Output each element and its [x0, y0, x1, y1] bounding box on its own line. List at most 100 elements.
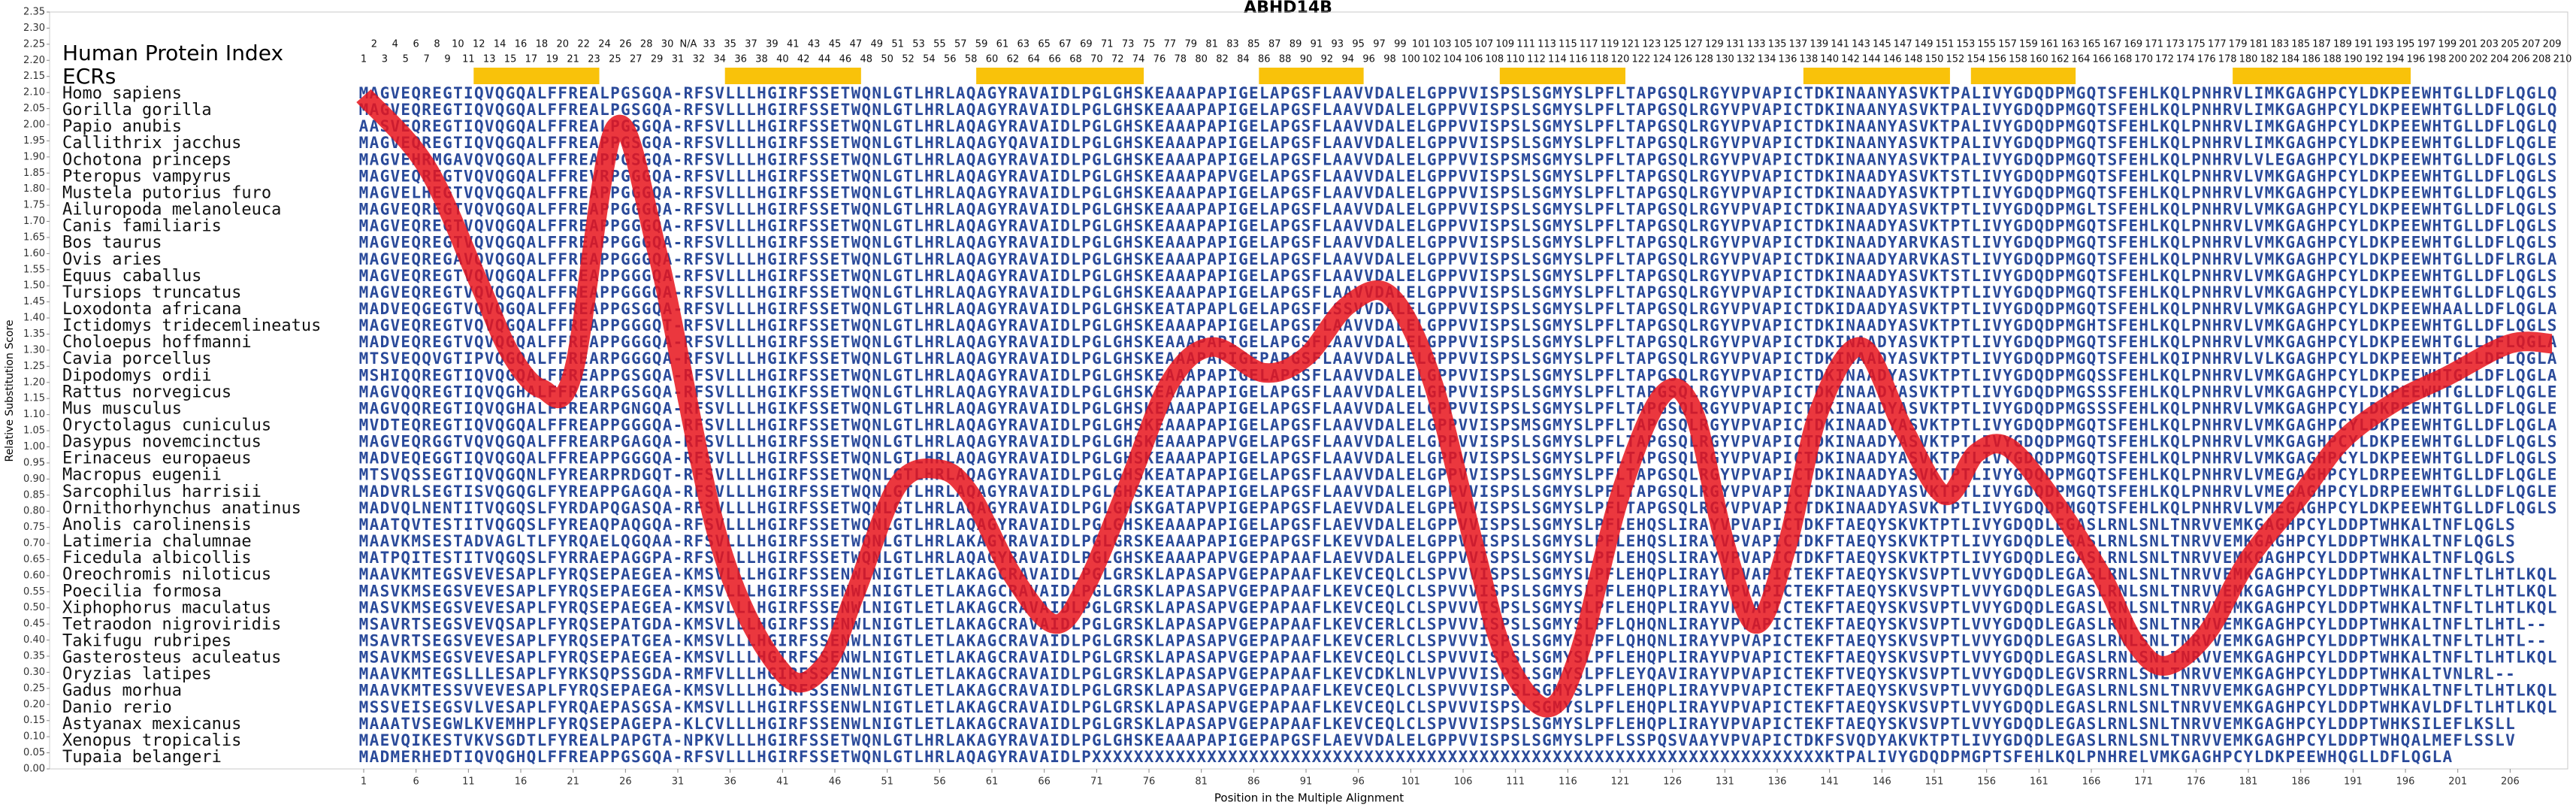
human-index-label: 176 — [2197, 54, 2216, 65]
y-tick-label: 1.15 — [23, 393, 45, 404]
human-index-label: 103 — [1433, 39, 1452, 50]
sequence: MSAVRTSEGSVEVQSAPLFYRQSEPATGDA-KMSVLLLHG… — [359, 615, 2547, 633]
y-tick-label: 0.80 — [23, 506, 45, 517]
x-tick-label: 61 — [986, 776, 999, 788]
x-tick-label: 181 — [2239, 776, 2258, 788]
human-index-label: 6 — [413, 39, 419, 50]
species-name: Astyanax mexicanus — [62, 715, 241, 734]
x-tick-label: 171 — [2134, 776, 2153, 788]
x-tick-label: 146 — [1873, 776, 1891, 788]
human-index-label: 202 — [2469, 54, 2488, 65]
human-index-label: 30 — [661, 39, 674, 50]
human-index-label: 201 — [2459, 39, 2478, 50]
human-index-label: 72 — [1111, 54, 1124, 65]
x-tick-label: 176 — [2187, 776, 2206, 788]
human-index-label: 27 — [630, 54, 642, 65]
sequence: MAGVEQREGAVQVQGQALFFREAPPGGGQA-RFSVLLLHG… — [359, 250, 2557, 268]
human-index-label: 205 — [2501, 39, 2520, 50]
score-line — [356, 89, 2553, 718]
human-index-label: 32 — [693, 54, 706, 65]
human-index-label: 117 — [1580, 39, 1598, 50]
human-index-label: 58 — [965, 54, 978, 65]
human-index-label: 44 — [818, 54, 831, 65]
human-index-label: 203 — [2480, 39, 2499, 50]
human-index-label: 107 — [1474, 39, 1493, 50]
human-index-label: 105 — [1454, 39, 1473, 50]
human-index-label: 184 — [2281, 54, 2299, 65]
y-tick-label: 1.70 — [23, 216, 45, 227]
human-index-label: 76 — [1153, 54, 1166, 65]
human-index-label: 173 — [2166, 39, 2184, 50]
human-index-label: 24 — [598, 39, 611, 50]
human-index-label: 206 — [2511, 54, 2530, 65]
human-index-label: 124 — [1652, 54, 1671, 65]
human-index-label: 91 — [1311, 39, 1323, 50]
x-tick-label: 111 — [1506, 776, 1525, 788]
human-index-label: 5 — [403, 54, 409, 65]
y-tick-label: 0.95 — [23, 457, 45, 468]
species-name: Canis familiaris — [62, 217, 222, 236]
human-index-label: 67 — [1059, 39, 1072, 50]
species-name: Latimeria chalumnae — [62, 532, 252, 551]
human-index-label: 96 — [1362, 54, 1375, 65]
x-tick-label: 136 — [1768, 776, 1787, 788]
human-index-label: 84 — [1237, 54, 1250, 65]
human-index-label: 8 — [434, 39, 440, 50]
human-index-label: 80 — [1195, 54, 1208, 65]
human-index-label: 38 — [755, 54, 768, 65]
x-tick-label: 51 — [881, 776, 893, 788]
human-index-label: 50 — [881, 54, 893, 65]
species-name: Ornithorhynchus anatinus — [62, 499, 301, 518]
y-tick-label: 0.65 — [23, 554, 45, 565]
human-index-label: 143 — [1852, 39, 1870, 50]
human-index-label: 37 — [745, 39, 757, 50]
human-index-label: 4 — [392, 39, 398, 50]
human-index-label: 53 — [912, 39, 925, 50]
species-name: Cavia porcellus — [62, 350, 212, 368]
y-tick-label: 2.00 — [23, 119, 45, 130]
human-index-label: 141 — [1831, 39, 1849, 50]
species-name: Gadus morhua — [62, 682, 182, 701]
human-index-label: 100 — [1401, 54, 1420, 65]
ecr-bar — [2233, 68, 2411, 84]
x-tick-label: 101 — [1401, 776, 1420, 788]
species-name: Xiphophorus maculatus — [62, 598, 271, 617]
sequence: MAAVKMSESTADVAGLTLFYRQAELQGQAA-RFSVLLLHG… — [359, 532, 2515, 550]
human-index-label: 210 — [2553, 54, 2572, 65]
sequence: MSAVRTSEGSVEVESAPLFYRQSEPATGEA-KMSVLLLHG… — [359, 631, 2547, 649]
human-index-label: 73 — [1122, 39, 1135, 50]
y-tick-label: 0.00 — [23, 764, 45, 775]
y-tick-label: 1.90 — [23, 151, 45, 162]
human-index-label: 46 — [839, 54, 852, 65]
human-index-label: 130 — [1716, 54, 1734, 65]
human-index-label: 11 — [462, 54, 475, 65]
x-tick-label: 126 — [1663, 776, 1682, 788]
y-tick-label: 1.45 — [23, 296, 45, 307]
x-tick-label: 11 — [462, 776, 475, 788]
sequence: MSHIQQREGTIQVQGQALFFREAPPGSGQA-RFSVLLLHG… — [359, 366, 2557, 384]
x-tick-label: 166 — [2082, 776, 2101, 788]
human-index-label: 181 — [2250, 39, 2269, 50]
human-index-label: 48 — [860, 54, 873, 65]
x-tick-label: 31 — [672, 776, 685, 788]
x-tick-label: 26 — [619, 776, 632, 788]
sequence: MAGVEQREGTVQVQGQALFFREAPPGGGQT-RFSVLLLHG… — [359, 316, 2557, 334]
y-tick-label: 0.20 — [23, 699, 45, 710]
ecr-bar — [976, 68, 1144, 84]
human-index-label: 10 — [452, 39, 464, 50]
sequence: MTSVEQQVGTIPVQGQALFFREARPGGGQA-RFSVLLLHG… — [359, 350, 2557, 368]
x-tick-label: 91 — [1300, 776, 1313, 788]
y-tick-label: 1.05 — [23, 425, 45, 437]
human-index-label: 9 — [444, 54, 450, 65]
y-tick-label: 2.05 — [23, 103, 45, 114]
human-index-label: 158 — [2009, 54, 2027, 65]
y-tick-label: 1.20 — [23, 377, 45, 388]
human-index-label: 157 — [1998, 39, 2017, 50]
human-index-label: 197 — [2417, 39, 2435, 50]
y-tick-label: 1.65 — [23, 232, 45, 243]
human-index-label: 36 — [734, 54, 747, 65]
human-index-label: 180 — [2239, 54, 2258, 65]
human-index-label: 135 — [1768, 39, 1787, 50]
x-tick-label: 161 — [2030, 776, 2048, 788]
y-tick-label: 1.50 — [23, 280, 45, 292]
